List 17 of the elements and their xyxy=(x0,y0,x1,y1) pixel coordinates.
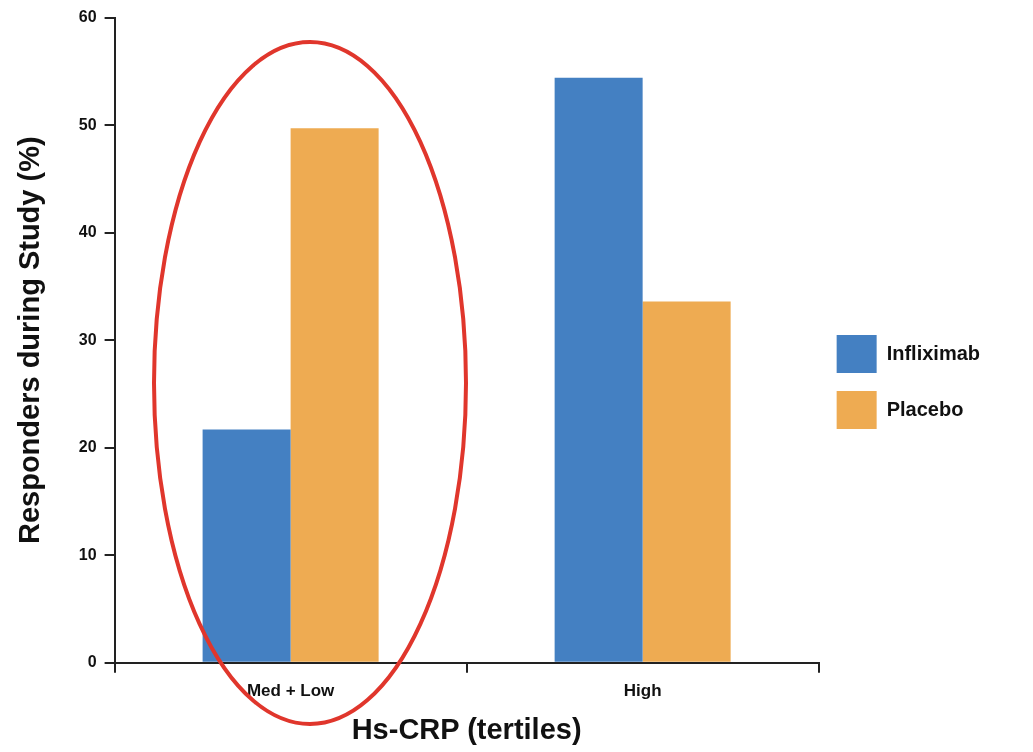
bar xyxy=(202,429,291,662)
legend-label: Placebo xyxy=(886,397,964,420)
y-tick-label: 50 xyxy=(78,115,97,133)
x-tick-label: High xyxy=(623,680,662,700)
y-axis-title: Responders during Study (%) xyxy=(13,136,46,545)
bar xyxy=(642,301,731,662)
x-tick-label: Med + Low xyxy=(246,680,336,700)
y-tick-label: 20 xyxy=(78,438,97,456)
legend-label: Infliximab xyxy=(886,341,981,364)
y-tick-label: 10 xyxy=(78,545,97,563)
y-tick-label: 60 xyxy=(78,8,97,26)
y-tick-label: 30 xyxy=(78,330,97,348)
y-tick-label: 0 xyxy=(87,653,97,671)
x-axis-title: Hs-CRP (tertiles) xyxy=(351,712,582,745)
bar xyxy=(554,77,643,662)
y-tick-label: 40 xyxy=(78,223,97,241)
bar xyxy=(290,128,379,662)
